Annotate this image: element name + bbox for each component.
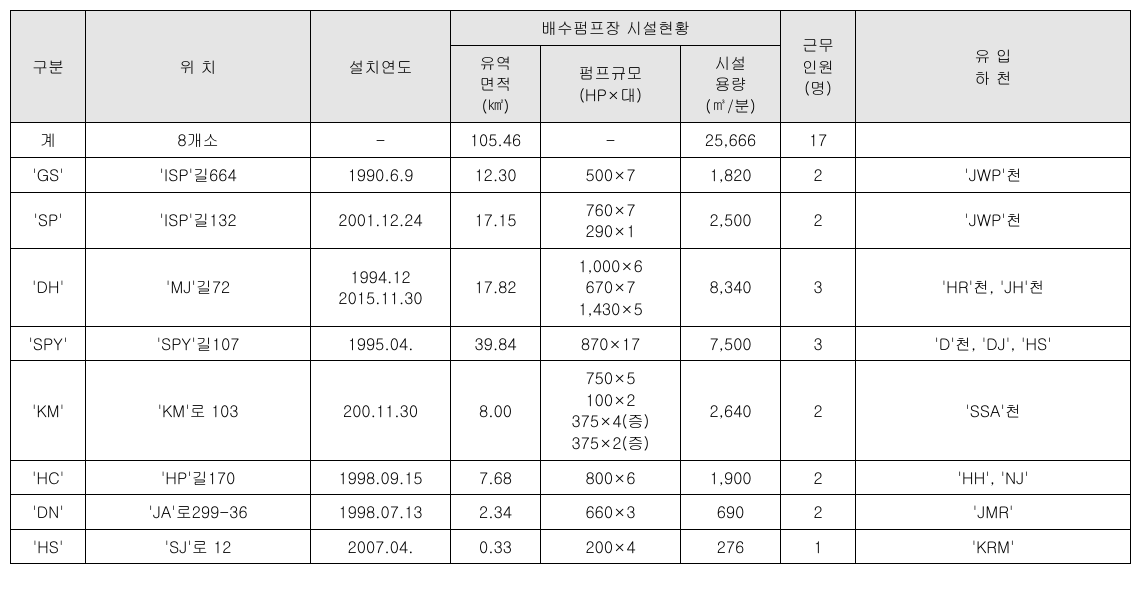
cell-siseol: 1,820 (681, 157, 781, 192)
table-row: 'DN''JA'로299-361998.07.132.34660×36902'J… (11, 495, 1131, 530)
cell-siseol: 1,900 (681, 460, 781, 495)
cell-pump: 200×4 (541, 529, 681, 564)
cell-wichi: 'ISP'길664 (86, 157, 311, 192)
cell-gubun: 'DN' (11, 495, 86, 530)
cell-geunmu: 3 (781, 248, 856, 326)
cell-yuip: 'JWP'천 (856, 157, 1131, 192)
cell-yuyeok: 39.84 (451, 326, 541, 361)
cell-yuyeok: 8.00 (451, 361, 541, 460)
cell-gubun: 'KM' (11, 361, 86, 460)
cell-yuyeok: 0.33 (451, 529, 541, 564)
cell-seolchi: 1990.6.9 (311, 157, 451, 192)
cell-pump: 800×6 (541, 460, 681, 495)
cell-seolchi: 2001.12.24 (311, 192, 451, 248)
header-yuip: 유 입하 천 (856, 11, 1131, 123)
table-row: 'SP''ISP'길1322001.12.2417.15760×7290×12,… (11, 192, 1131, 248)
table-body: 계8개소-105.46-25,66617'GS''ISP'길6641990.6.… (11, 123, 1131, 564)
cell-yuip: 'HR'천, 'JH'천 (856, 248, 1131, 326)
cell-seolchi: 200.11.30 (311, 361, 451, 460)
cell-geunmu: 3 (781, 326, 856, 361)
table-header: 구분 위 치 설치연도 배수펌프장 시설현황 근무인원(명) 유 입하 천 유역… (11, 11, 1131, 123)
cell-seolchi: 1998.07.13 (311, 495, 451, 530)
cell-geunmu: 2 (781, 157, 856, 192)
cell-siseol: 690 (681, 495, 781, 530)
cell-siseol: 25,666 (681, 123, 781, 158)
table-row: 'SPY''SPY'길1071995.04.39.84870×177,5003'… (11, 326, 1131, 361)
cell-wichi: 'ISP'길132 (86, 192, 311, 248)
header-seolchi: 설치연도 (311, 11, 451, 123)
header-baesu-group: 배수펌프장 시설현황 (451, 11, 781, 46)
cell-yuyeok: 12.30 (451, 157, 541, 192)
cell-siseol: 2,640 (681, 361, 781, 460)
table-row: 'GS''ISP'길6641990.6.912.30500×71,8202'JW… (11, 157, 1131, 192)
facility-table: 구분 위 치 설치연도 배수펌프장 시설현황 근무인원(명) 유 입하 천 유역… (10, 10, 1131, 564)
table-row: 'KM''KM'로 103200.11.308.00750×5100×2375×… (11, 361, 1131, 460)
cell-yuyeok: 17.15 (451, 192, 541, 248)
header-siseol: 시설용량(㎥/분) (681, 45, 781, 123)
cell-geunmu: 2 (781, 460, 856, 495)
table-row: 'HC''HP'길1701998.09.157.68800×61,9002'HH… (11, 460, 1131, 495)
cell-geunmu: 17 (781, 123, 856, 158)
cell-wichi: 'HP'길170 (86, 460, 311, 495)
table-row: 'DH''MJ'길721994.122015.11.3017.821,000×6… (11, 248, 1131, 326)
cell-yuyeok: 7.68 (451, 460, 541, 495)
cell-wichi: 'KM'로 103 (86, 361, 311, 460)
cell-siseol: 7,500 (681, 326, 781, 361)
header-yuyeok: 유역면적(㎢) (451, 45, 541, 123)
cell-seolchi: 1998.09.15 (311, 460, 451, 495)
cell-wichi: 'JA'로299-36 (86, 495, 311, 530)
cell-gubun: 'SPY' (11, 326, 86, 361)
cell-yuip: 'JWP'천 (856, 192, 1131, 248)
cell-yuip: 'JMR' (856, 495, 1131, 530)
cell-pump: 500×7 (541, 157, 681, 192)
cell-geunmu: 2 (781, 495, 856, 530)
cell-gubun: 'HS' (11, 529, 86, 564)
cell-gubun: 'DH' (11, 248, 86, 326)
cell-siseol: 8,340 (681, 248, 781, 326)
cell-gubun: 'HC' (11, 460, 86, 495)
cell-yuip (856, 123, 1131, 158)
cell-gubun: 'GS' (11, 157, 86, 192)
cell-geunmu: 1 (781, 529, 856, 564)
cell-pump: 1,000×6670×71,430×5 (541, 248, 681, 326)
header-pump: 펌프규모(HP×대) (541, 45, 681, 123)
cell-yuip: 'D'천, 'DJ', 'HS' (856, 326, 1131, 361)
cell-siseol: 276 (681, 529, 781, 564)
cell-gubun: 계 (11, 123, 86, 158)
cell-seolchi: - (311, 123, 451, 158)
cell-geunmu: 2 (781, 192, 856, 248)
cell-siseol: 2,500 (681, 192, 781, 248)
cell-pump: 760×7290×1 (541, 192, 681, 248)
cell-pump: 750×5100×2375×4(증)375×2(증) (541, 361, 681, 460)
table-row: 계8개소-105.46-25,66617 (11, 123, 1131, 158)
header-geunmu: 근무인원(명) (781, 11, 856, 123)
header-wichi: 위 치 (86, 11, 311, 123)
cell-pump: 870×17 (541, 326, 681, 361)
cell-yuip: 'HH', 'NJ' (856, 460, 1131, 495)
cell-wichi: 'SJ'로 12 (86, 529, 311, 564)
cell-wichi: 'MJ'길72 (86, 248, 311, 326)
cell-yuip: 'KRM' (856, 529, 1131, 564)
cell-pump: 660×3 (541, 495, 681, 530)
cell-yuyeok: 17.82 (451, 248, 541, 326)
cell-yuip: 'SSA'천 (856, 361, 1131, 460)
cell-gubun: 'SP' (11, 192, 86, 248)
cell-yuyeok: 2.34 (451, 495, 541, 530)
cell-geunmu: 2 (781, 361, 856, 460)
cell-pump: - (541, 123, 681, 158)
cell-seolchi: 2007.04. (311, 529, 451, 564)
cell-yuyeok: 105.46 (451, 123, 541, 158)
header-gubun: 구분 (11, 11, 86, 123)
cell-wichi: 8개소 (86, 123, 311, 158)
table-row: 'HS''SJ'로 122007.04.0.33200×42761'KRM' (11, 529, 1131, 564)
cell-seolchi: 1994.122015.11.30 (311, 248, 451, 326)
cell-seolchi: 1995.04. (311, 326, 451, 361)
cell-wichi: 'SPY'길107 (86, 326, 311, 361)
